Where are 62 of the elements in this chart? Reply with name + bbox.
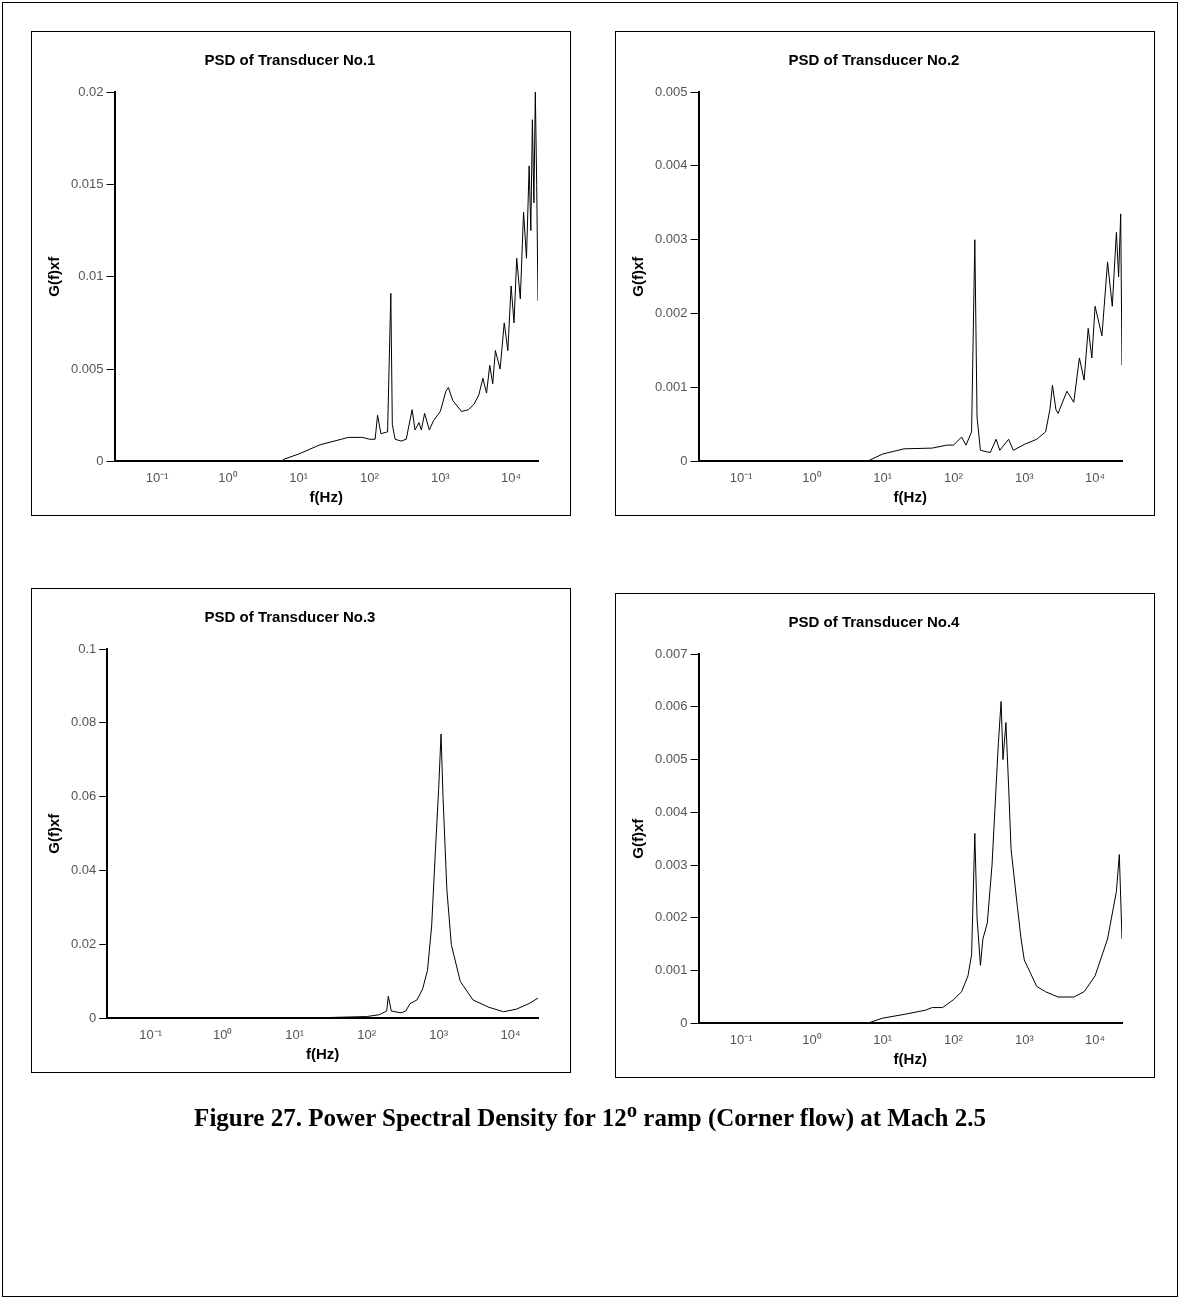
x-tick-label: 10⁻¹ — [729, 469, 754, 485]
y-tick-label: 0 — [680, 452, 688, 468]
x-tick-label: 10² — [944, 469, 964, 485]
x-tick-label: 10⁰ — [802, 469, 822, 485]
y-axis-title: G(f)xf — [45, 255, 63, 297]
y-tick-label: 0.002 — [654, 909, 688, 925]
x-tick-label: 10³ — [429, 1026, 449, 1042]
y-tick-label: 0.003 — [654, 231, 688, 247]
y-tick-label: 0.1 — [78, 640, 97, 656]
y-tick-label: 0.02 — [78, 83, 104, 99]
x-tick-label: 10² — [360, 469, 380, 485]
x-axis-title: f(Hz) — [309, 488, 343, 506]
x-axis-title: f(Hz) — [305, 1045, 340, 1063]
x-tick-label: 10¹ — [873, 1031, 893, 1047]
x-tick-label: 10⁴ — [500, 1026, 521, 1042]
x-tick-label: 10¹ — [285, 1026, 305, 1042]
x-tick-label: 10² — [357, 1026, 377, 1042]
y-tick-label: 0.08 — [70, 714, 97, 730]
x-tick-label: 10⁴ — [501, 469, 522, 485]
x-tick-label: 10² — [944, 1031, 964, 1047]
y-tick-label: 0.06 — [70, 788, 97, 804]
y-tick-label: 0 — [89, 1009, 97, 1025]
x-tick-label: 10⁻¹ — [145, 469, 170, 485]
y-tick-label: 0.001 — [654, 379, 688, 395]
x-tick-label: 10¹ — [873, 469, 893, 485]
x-tick-label: 10⁰ — [802, 1031, 822, 1047]
chart-title: PSD of Transducer No.1 — [204, 51, 376, 69]
x-tick-label: 10¹ — [289, 469, 309, 485]
y-tick-label: 0.006 — [654, 698, 688, 714]
y-tick-label: 0.04 — [70, 862, 97, 878]
y-tick-label: 0.01 — [78, 268, 104, 284]
y-tick-label: 0.02 — [70, 936, 97, 952]
y-tick-label: 0.005 — [654, 83, 688, 99]
x-tick-label: 10⁰ — [218, 469, 238, 485]
x-tick-label: 10³ — [1014, 1031, 1035, 1047]
y-tick-label: 0.003 — [654, 856, 688, 872]
y-axis-title: G(f)xf — [629, 817, 647, 859]
y-tick-label: 0.015 — [70, 175, 104, 191]
x-tick-label: 10³ — [430, 469, 451, 485]
chart-title: PSD of Transducer No.2 — [788, 51, 960, 69]
chart-title: PSD of Transducer No.3 — [204, 608, 376, 626]
x-tick-label: 10⁰ — [212, 1026, 233, 1042]
x-tick-label: 10⁴ — [1085, 469, 1106, 485]
y-tick-label: 0.007 — [654, 645, 688, 661]
y-tick-label: 0 — [680, 1014, 688, 1030]
y-tick-label: 0 — [96, 452, 104, 468]
y-tick-label: 0.004 — [654, 157, 688, 173]
y-tick-label: 0.004 — [654, 803, 688, 819]
y-tick-label: 0.001 — [654, 962, 688, 978]
x-tick-label: 10³ — [1014, 469, 1035, 485]
x-tick-label: 10⁴ — [1085, 1031, 1106, 1047]
y-tick-label: 0.002 — [654, 305, 688, 321]
chart-title: PSD of Transducer No.4 — [788, 613, 961, 631]
y-axis-title: G(f)xf — [629, 255, 647, 297]
caption: Figure 27. Power Spectral Density for 12$^{o}$ ramp (Corner flow) at Mach 2.5 — [193, 1098, 987, 1133]
y-tick-label: 0.005 — [654, 751, 688, 767]
x-axis-title: f(Hz) — [893, 1050, 927, 1068]
y-axis-title: G(f)xf — [45, 812, 63, 854]
x-tick-label: 10⁻¹ — [729, 1031, 754, 1047]
y-tick-label: 0.005 — [70, 360, 104, 376]
x-axis-title: f(Hz) — [893, 488, 927, 506]
x-tick-label: 10⁻¹ — [139, 1026, 163, 1042]
